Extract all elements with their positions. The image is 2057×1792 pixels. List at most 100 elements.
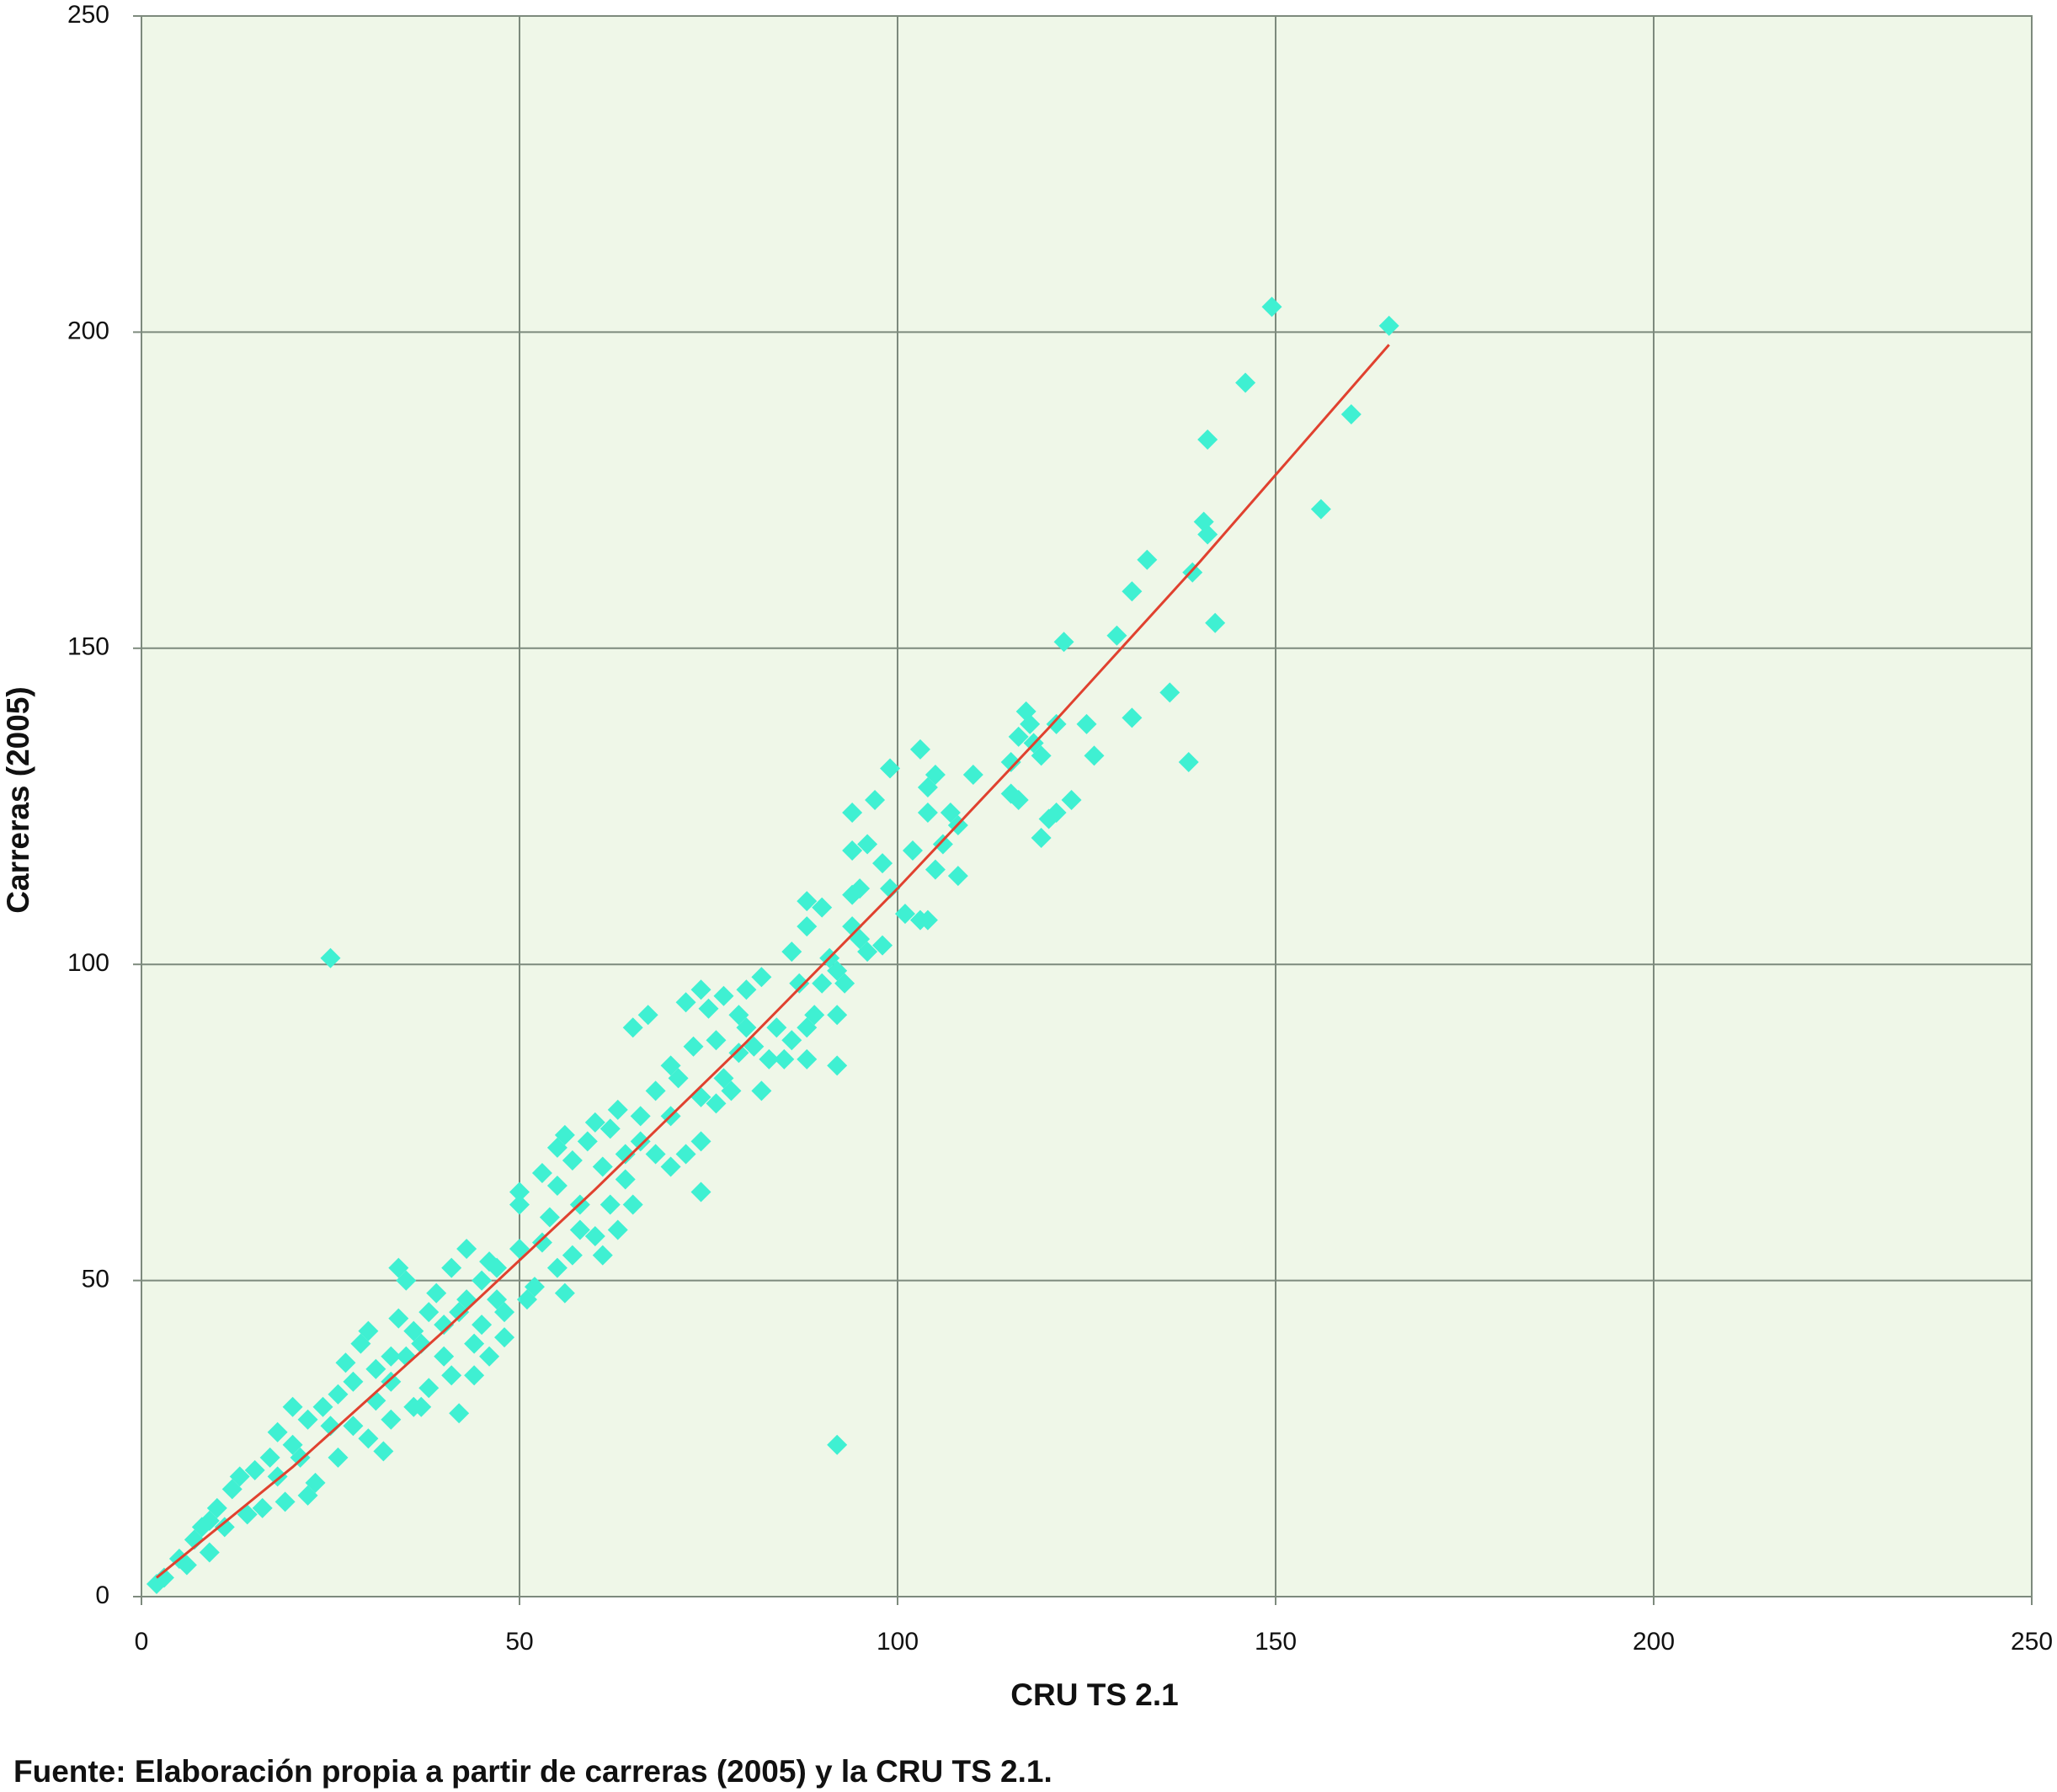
scatter-point — [713, 985, 734, 1006]
scatter-point — [282, 1396, 303, 1417]
scatter-point — [827, 1005, 848, 1026]
scatter-point — [487, 1289, 508, 1310]
scatter-point — [827, 1434, 848, 1455]
scatter-point — [176, 1555, 197, 1576]
scatter-point — [531, 1162, 552, 1183]
scatter-point — [766, 1017, 787, 1038]
scatter-point — [328, 1384, 349, 1405]
scatter-point — [592, 1245, 613, 1266]
y-tick-label: 200 — [67, 317, 109, 344]
scatter-point — [751, 1080, 772, 1101]
scatter-point — [842, 884, 863, 905]
scatter-point — [917, 803, 938, 824]
scatter-point — [690, 1131, 711, 1152]
scatter-point — [1122, 581, 1143, 602]
scatter-point — [449, 1302, 470, 1323]
scatter-point — [1076, 713, 1097, 734]
scatter-point — [834, 973, 855, 994]
scatter-point — [1205, 612, 1226, 633]
scatter-point — [290, 1447, 311, 1468]
scatter-point — [1340, 404, 1362, 425]
scatter-point — [637, 1005, 658, 1026]
scatter-point — [464, 1333, 485, 1354]
scatter-point — [675, 1144, 696, 1165]
scatter-point — [494, 1327, 515, 1348]
x-tick-label: 250 — [2011, 1628, 2053, 1656]
scatter-point — [857, 941, 878, 963]
scatter-point — [539, 1207, 560, 1228]
scatter-point — [781, 1030, 802, 1051]
scatter-point — [312, 1396, 333, 1417]
scatter-point — [781, 941, 802, 963]
scatter-point — [577, 1131, 598, 1152]
scatter-point — [872, 935, 893, 956]
scatter-point — [774, 1048, 795, 1069]
scatter-point — [880, 878, 901, 899]
scatter-point — [600, 1194, 621, 1215]
scatter-point — [1008, 789, 1029, 810]
y-axis-title: Carreras (2005) — [1, 686, 35, 913]
scatter-point — [546, 1175, 568, 1196]
scatter-point — [1378, 315, 1399, 336]
scatter-point — [546, 1257, 568, 1278]
scatter-point — [472, 1315, 493, 1336]
scatter-point — [464, 1365, 485, 1386]
scatter-point — [509, 1194, 530, 1215]
scatter-point — [487, 1257, 508, 1278]
scatter-point — [335, 1352, 356, 1373]
y-tick-label: 250 — [67, 1, 109, 29]
scatter-point — [917, 909, 938, 931]
scatter-point — [418, 1302, 440, 1323]
scatter-point — [1235, 372, 1256, 393]
scatter-point — [396, 1270, 417, 1291]
y-tick-label: 150 — [67, 633, 109, 661]
scatter-point — [622, 1194, 643, 1215]
scatter-point — [615, 1169, 636, 1190]
scatter-point — [1178, 751, 1199, 772]
scatter-point — [721, 1080, 742, 1101]
plot-area — [141, 15, 2033, 1597]
scatter-point — [509, 1181, 530, 1203]
scatter-point — [569, 1219, 590, 1240]
scatter-point — [252, 1497, 273, 1518]
scatter-point — [184, 1529, 205, 1550]
scatter-point — [962, 764, 983, 785]
scatter-point — [411, 1333, 432, 1354]
scatter-point — [1159, 682, 1180, 703]
scatter-point — [759, 1048, 780, 1069]
y-tick-label: 100 — [67, 949, 109, 977]
scatter-point — [842, 803, 863, 824]
scatter-point — [865, 789, 886, 810]
scatter-point — [698, 998, 719, 1019]
scatter-point — [562, 1149, 583, 1171]
scatter-point — [607, 1219, 628, 1240]
scatter-point — [1061, 789, 1082, 810]
scatter-point — [1046, 713, 1067, 734]
scatter-point — [706, 1093, 727, 1114]
scatter-point — [675, 992, 696, 1013]
scatter-point — [660, 1156, 681, 1177]
scatter-point — [328, 1447, 349, 1468]
scatter-point — [668, 1068, 689, 1089]
scatter-point — [456, 1239, 477, 1260]
scatter-point — [388, 1308, 409, 1329]
scatter-point — [925, 859, 946, 880]
scatter-point — [645, 1144, 666, 1165]
scatter-point — [426, 1283, 447, 1304]
scatter-point — [683, 1036, 704, 1057]
scatter-point — [1137, 549, 1158, 570]
scatter-point — [842, 840, 863, 861]
x-axis-title: CRU TS 2.1 — [1010, 1677, 1178, 1712]
y-tick-label: 50 — [82, 1266, 109, 1293]
scatter-point — [418, 1378, 440, 1399]
scatter-point — [403, 1396, 424, 1417]
scatter-point — [894, 904, 915, 925]
scatter-point — [857, 834, 878, 855]
scatter-point — [607, 1099, 628, 1120]
scatter-point — [365, 1358, 386, 1379]
scatter-point — [479, 1346, 500, 1367]
scatter-point — [214, 1517, 235, 1538]
scatter-point — [381, 1371, 402, 1392]
scatter-point — [297, 1409, 318, 1430]
scatter-point — [1122, 707, 1143, 728]
